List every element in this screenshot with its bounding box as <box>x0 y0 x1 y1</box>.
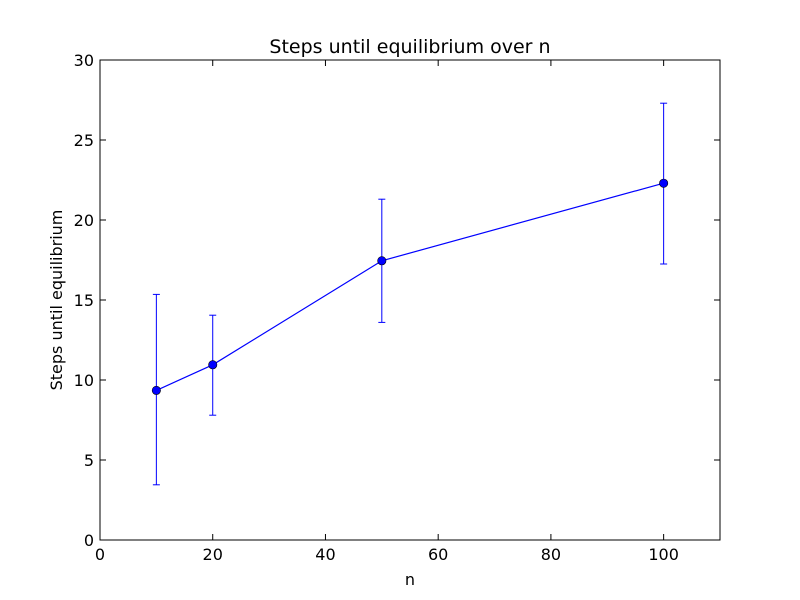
data-point <box>377 256 387 266</box>
x-tick-label: 0 <box>95 545 105 564</box>
y-tick-label: 30 <box>74 51 94 70</box>
y-tick-label: 20 <box>74 211 94 230</box>
series-layer <box>151 102 669 486</box>
x-tick-label: 60 <box>428 545 448 564</box>
y-tick-label: 15 <box>74 291 94 310</box>
series-line <box>156 182 664 391</box>
chart-title: Steps until equilibrium over n <box>269 36 550 58</box>
y-tick-label: 0 <box>84 531 94 550</box>
y-tick-label: 10 <box>74 371 94 390</box>
y-axis-label: Steps until equilibrium <box>47 210 66 391</box>
data-point <box>208 360 218 370</box>
x-tick-label: 100 <box>648 545 679 564</box>
x-tick-label: 80 <box>541 545 561 564</box>
plot-frame <box>99 59 721 541</box>
x-tick-label: 40 <box>315 545 335 564</box>
y-tick-label: 25 <box>74 131 94 150</box>
x-tick-label: 20 <box>203 545 223 564</box>
x-axis: 0 20 40 60 80 100 <box>95 60 679 564</box>
data-point <box>659 178 669 188</box>
y-axis: 0 5 10 15 20 25 30 <box>74 51 720 550</box>
data-point <box>151 385 161 395</box>
y-tick-label: 5 <box>84 451 94 470</box>
x-axis-label: n <box>405 570 415 589</box>
